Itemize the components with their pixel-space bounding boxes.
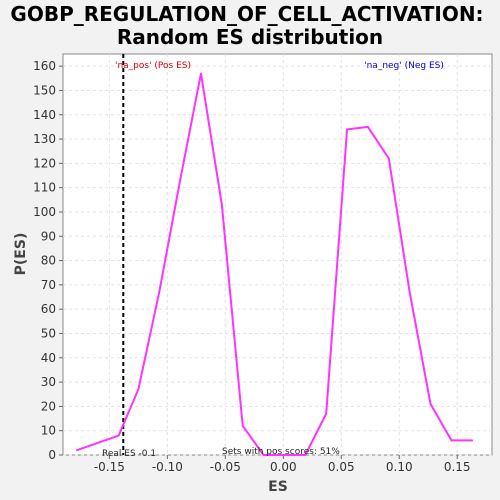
data-point [409, 291, 411, 293]
real-es-annotation: Real ES -0.1 [102, 449, 156, 459]
data-point [137, 388, 139, 390]
data-point [346, 128, 348, 130]
y-tick-label: 80 [41, 254, 56, 268]
data-point [158, 291, 160, 293]
y-tick-label: 70 [41, 278, 56, 292]
data-point [76, 449, 78, 451]
data-point [451, 440, 453, 442]
data-point [471, 440, 473, 442]
data-point [242, 425, 244, 427]
y-tick-label: 150 [33, 83, 56, 97]
x-tick-label: 0.05 [328, 460, 355, 474]
y-tick-label: 30 [41, 375, 56, 389]
data-point [430, 403, 432, 405]
sets-pos-scores-annotation: Sets with pos scores: 51% [222, 447, 340, 457]
x-tick-label: -0.05 [210, 460, 241, 474]
y-tick-label: 130 [33, 132, 56, 146]
y-tick-label: 0 [48, 448, 56, 462]
x-tick-label: -0.10 [152, 460, 183, 474]
data-point [388, 158, 390, 160]
y-tick-label: 110 [33, 181, 56, 195]
plot-area [63, 54, 492, 455]
data-point [367, 126, 369, 128]
y-tick-label: 50 [41, 326, 56, 340]
neg-es-annotation: 'na_neg' (Neg ES) [364, 61, 444, 71]
y-tick-label: 100 [33, 205, 56, 219]
y-tick-label: 60 [41, 302, 56, 316]
data-point [179, 179, 181, 181]
x-tick-label: 0.10 [386, 460, 413, 474]
x-tick-label: -0.15 [94, 460, 125, 474]
data-point [200, 73, 202, 75]
y-tick-label: 90 [41, 229, 56, 243]
data-point [325, 413, 327, 415]
chart-title-line2: Random ES distribution [117, 25, 383, 49]
y-axis-label: P(ES) [13, 233, 29, 276]
data-point [221, 204, 223, 206]
pos-es-annotation: 'na_pos' (Pos ES) [115, 61, 191, 71]
data-point [118, 435, 120, 437]
x-axis-label: ES [268, 479, 288, 495]
chart-title-line1: GOBP_REGULATION_OF_CELL_ACTIVATION: [10, 2, 483, 26]
y-tick-label: 140 [33, 108, 56, 122]
y-tick-label: 160 [33, 59, 56, 73]
x-tick-label: 0.15 [444, 460, 471, 474]
y-tick-label: 20 [41, 399, 56, 413]
y-tick-label: 10 [41, 424, 56, 438]
x-tick-label: 0.00 [270, 460, 297, 474]
y-tick-label: 40 [41, 351, 56, 365]
y-tick-label: 120 [33, 156, 56, 170]
